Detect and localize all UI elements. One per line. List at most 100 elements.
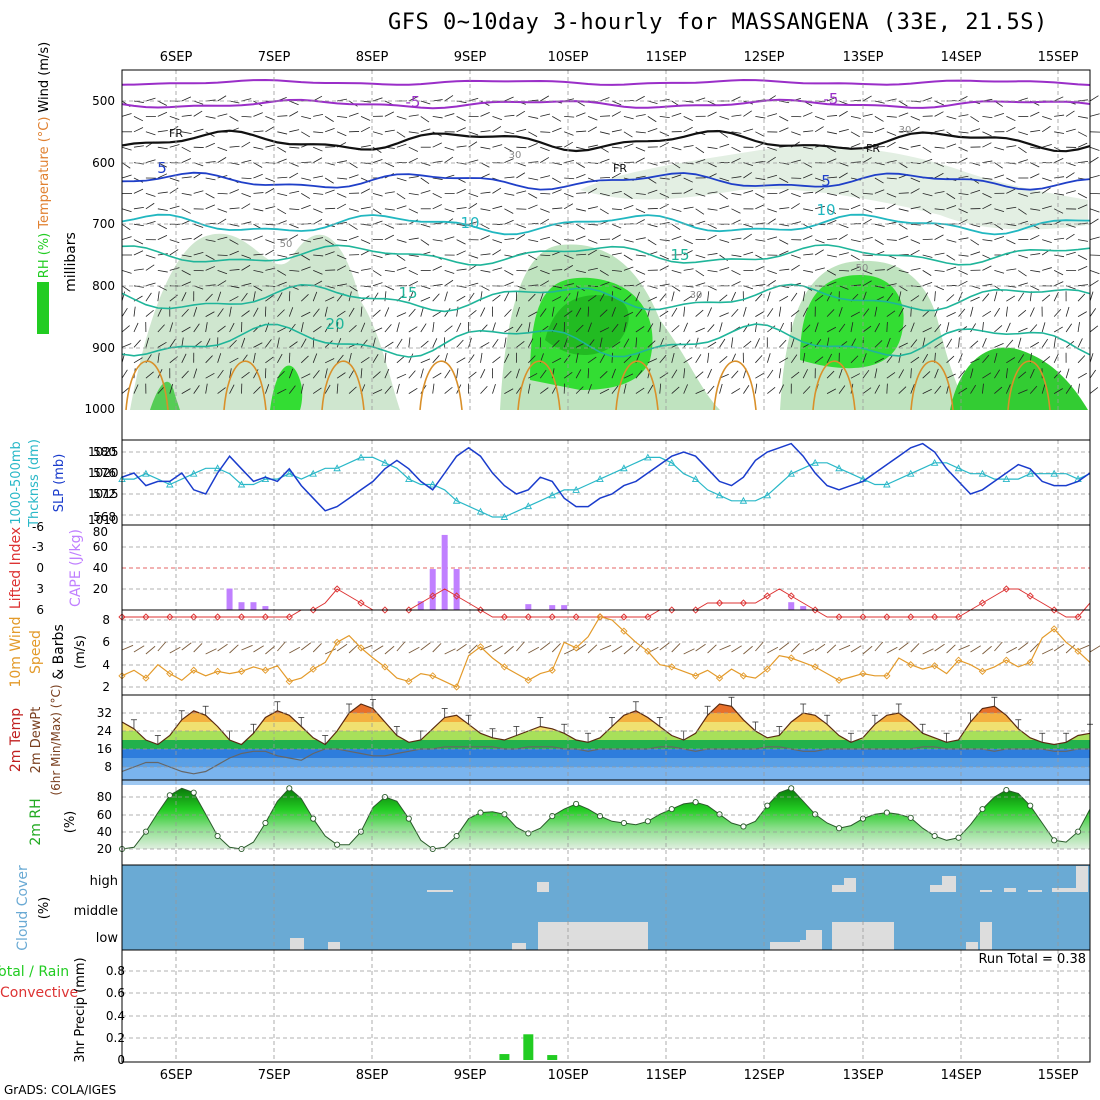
cloud-fill [966, 942, 978, 950]
wind-speed-marker [644, 647, 652, 655]
wind-barb [1065, 172, 1075, 179]
wind-barb [874, 207, 885, 210]
wind-barb [289, 129, 300, 133]
rh-unit: (%) [63, 811, 78, 834]
cape-tick: 20 [93, 582, 108, 596]
wind-barb [731, 176, 742, 179]
wind-barb [647, 296, 658, 302]
wind-barb [193, 385, 200, 394]
wind-barb [922, 97, 933, 102]
wind-barb [229, 368, 232, 379]
wind-barb [671, 112, 682, 117]
wind-barb [946, 355, 955, 364]
wind-barb [862, 236, 873, 240]
wind-barb [516, 223, 526, 228]
wind-barb [1029, 385, 1038, 394]
wind-barb [480, 369, 486, 379]
rh-region [580, 146, 1088, 230]
wind-barb [922, 193, 933, 197]
wind-barb [802, 369, 809, 379]
wind-barb [659, 160, 670, 163]
wind-barb [778, 306, 782, 317]
warm-contour [125, 360, 169, 411]
wind-barb [719, 131, 729, 138]
wind-barb [802, 291, 806, 302]
cape-bar [800, 606, 807, 610]
precip-tick: 0.6 [106, 986, 125, 1000]
wind-barb [552, 285, 563, 289]
wind-barb [241, 193, 252, 198]
wind-barb [408, 326, 418, 333]
wind-barb [1077, 142, 1088, 148]
wind-barb [898, 352, 902, 363]
wind-barb [958, 353, 963, 363]
wind-barb [755, 311, 765, 317]
wind-barb [922, 292, 929, 302]
wind-barb [181, 270, 191, 276]
rh-marker [907, 814, 914, 821]
surface-barb [1042, 648, 1054, 655]
wind-barb [575, 223, 585, 230]
wind-barb [982, 239, 993, 242]
wind-barb [695, 354, 702, 364]
wind-barb [360, 126, 371, 133]
wind-barb [1089, 280, 1099, 287]
wind-barb [492, 116, 503, 121]
rh-marker [1003, 787, 1010, 794]
wind-barb [958, 270, 968, 275]
surface-barb [539, 642, 551, 651]
contour-label: 5 [157, 159, 167, 177]
wind-barb [420, 296, 431, 302]
wind-barb [850, 193, 860, 199]
wind-barb [229, 145, 240, 148]
wind-barb [755, 372, 765, 379]
wind-barb [420, 116, 430, 123]
wind-barb [528, 204, 538, 210]
wind-barb [862, 353, 867, 363]
wind-barb [241, 292, 248, 302]
wind-barb [121, 223, 131, 231]
slp-line [121, 442, 1091, 512]
wind-barb [217, 291, 222, 302]
li-tick: 3 [36, 582, 44, 596]
wind-barb [898, 270, 909, 274]
thickness-marker [476, 507, 485, 515]
wind-barb [623, 266, 634, 271]
wind-barb [456, 250, 466, 256]
wind-barb [659, 310, 669, 317]
wind-barb [337, 116, 348, 118]
wind-barb [671, 369, 678, 379]
wind-barb [1042, 116, 1052, 120]
wind-barb [372, 193, 383, 197]
wind-barb [277, 146, 287, 153]
wind-tick: 6 [102, 635, 110, 649]
wind-barb [695, 327, 705, 333]
wind-barb [886, 293, 894, 302]
wind-speed-marker [476, 643, 485, 651]
wind-barb [838, 129, 849, 133]
wind-barb [121, 369, 128, 379]
wind-barb [324, 116, 334, 122]
wind-barb [575, 342, 586, 348]
wind-barb [779, 207, 790, 210]
wind-barb [133, 100, 144, 103]
wind-barb [838, 223, 849, 229]
wind-barb [910, 100, 921, 103]
day-label-top: 6SEP [160, 50, 193, 65]
wind-barb [121, 236, 132, 240]
wind-barb [301, 131, 311, 138]
wind-barb [599, 281, 610, 287]
wind-barb [910, 126, 920, 133]
wind-barb [539, 369, 547, 379]
wind-barb [1030, 146, 1041, 150]
wind-barb [611, 323, 619, 333]
thickness-marker [142, 469, 150, 477]
wind-barb [133, 285, 144, 288]
wind-barb [157, 270, 168, 273]
day-label-top: 9SEP [454, 50, 487, 65]
wind-barb [253, 291, 256, 302]
wind-barb [241, 310, 250, 317]
lifted-index-marker [715, 599, 724, 607]
wind-barb [528, 116, 539, 119]
surface-barb [1077, 644, 1090, 651]
